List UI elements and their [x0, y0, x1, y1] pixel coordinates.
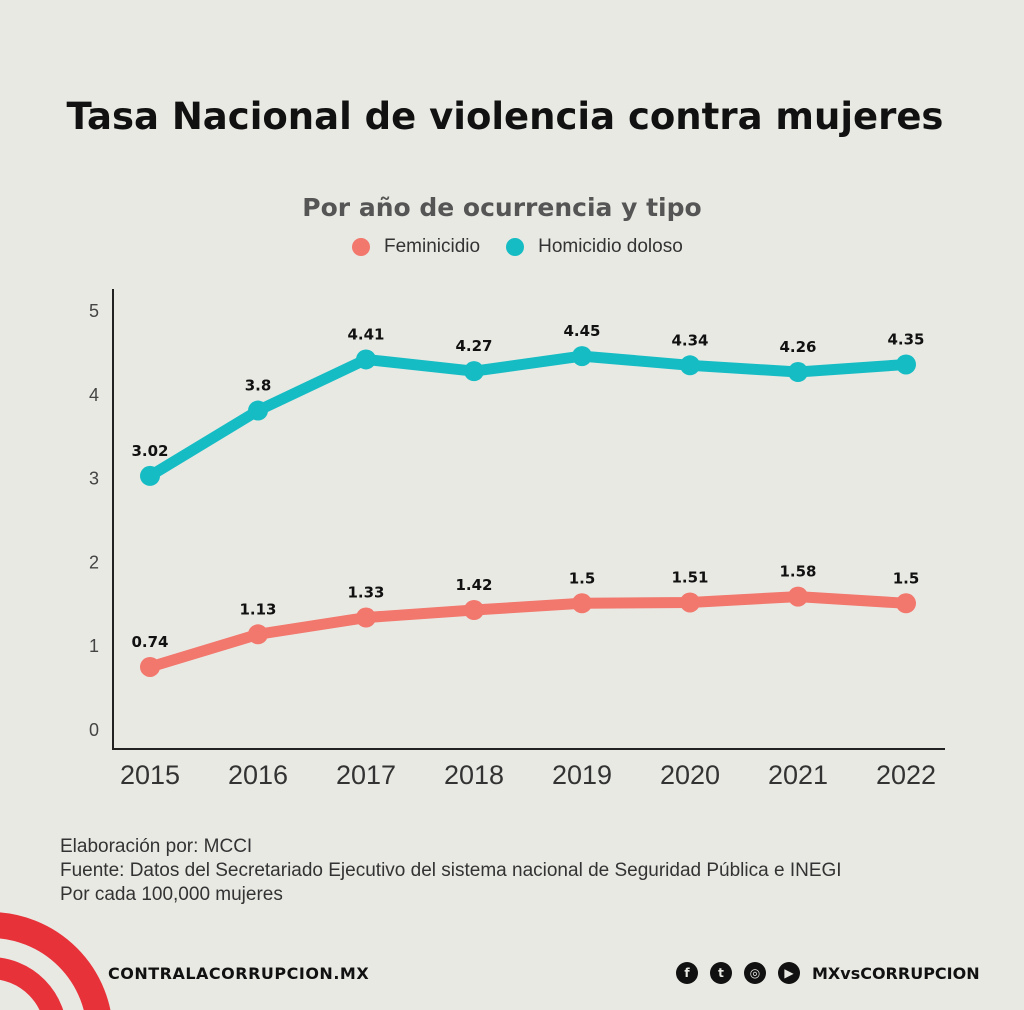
note-author: Elaboración por: MCCI: [60, 836, 253, 857]
y-tick-label: 0: [89, 720, 99, 740]
data-point: [356, 349, 376, 370]
data-label: 1.51: [671, 568, 708, 586]
legend-swatch: [352, 238, 370, 256]
data-label: 1.58: [779, 563, 816, 581]
data-label: 4.45: [563, 322, 600, 340]
x-tick-label: 2015: [120, 760, 180, 790]
data-point: [680, 592, 700, 613]
x-tick-label: 2020: [660, 760, 720, 790]
data-point: [464, 361, 484, 382]
note-source: Fuente: Datos del Secretariado Ejecutivo…: [60, 860, 842, 881]
chart-subtitle: Por año de ocurrencia y tipo: [302, 193, 702, 222]
x-tick-label: 2018: [444, 760, 504, 790]
data-label: 1.5: [569, 569, 596, 587]
data-point: [788, 586, 808, 607]
data-label: 4.27: [455, 337, 492, 355]
data-label: 1.33: [347, 584, 384, 602]
data-point: [896, 354, 916, 375]
data-label: 3.02: [131, 442, 168, 460]
data-label: 1.13: [239, 600, 276, 618]
data-point: [140, 465, 160, 486]
youtube-icon[interactable]: ▶: [778, 962, 800, 984]
x-tick-label: 2016: [228, 760, 288, 790]
data-point: [464, 600, 484, 621]
y-tick-label: 2: [89, 552, 99, 572]
instagram-icon[interactable]: ◎: [744, 962, 766, 984]
y-tick-label: 4: [89, 385, 99, 405]
legend-label: Homicidio doloso: [538, 236, 683, 257]
legend-swatch: [506, 238, 525, 256]
data-label: 3.8: [245, 377, 272, 395]
data-label: 4.41: [347, 325, 384, 343]
site-link[interactable]: CONTRALACORRUPCION.MX: [108, 964, 370, 983]
note-unit: Por cada 100,000 mujeres: [60, 884, 283, 905]
data-label: 4.34: [671, 331, 708, 349]
data-point: [896, 593, 916, 614]
brand-arc-decoration: [0, 957, 64, 1010]
data-point: [572, 346, 592, 367]
data-point: [680, 355, 700, 376]
data-point: [248, 400, 268, 421]
data-point: [788, 362, 808, 383]
legend-item-homicidio: Homicidio doloso: [506, 236, 683, 258]
data-point: [572, 593, 592, 614]
series-line-1: [144, 350, 912, 482]
data-point: [356, 607, 376, 628]
data-label: 4.26: [779, 338, 816, 356]
facebook-icon[interactable]: f: [676, 962, 698, 984]
legend: Feminicidio Homicidio doloso: [352, 236, 683, 258]
notes: Elaboración por: MCCI Fuente: Datos del …: [60, 835, 842, 907]
x-tick-label: 2022: [876, 760, 936, 790]
legend-item-feminicidio: Feminicidio: [352, 236, 480, 258]
data-point: [140, 656, 160, 677]
brand-arc-decoration: [0, 912, 111, 1010]
data-point: [248, 624, 268, 645]
legend-label: Feminicidio: [384, 236, 481, 257]
y-tick-label: 5: [89, 301, 99, 321]
y-tick-label: 3: [89, 469, 99, 489]
chart-title: Tasa Nacional de violencia contra mujere…: [66, 95, 944, 138]
data-label: 1.42: [455, 576, 492, 594]
social-handle[interactable]: MXvsCORRUPCION: [812, 963, 980, 983]
x-tick-label: 2019: [552, 760, 612, 790]
data-label: 0.74: [131, 633, 168, 651]
twitter-icon[interactable]: t: [710, 962, 732, 984]
x-tick-label: 2021: [768, 760, 828, 790]
data-label: 4.35: [887, 330, 924, 348]
social-links: f t ◎ ▶ MXvsCORRUPCION: [676, 962, 980, 984]
x-tick-label: 2017: [336, 760, 396, 790]
y-tick-label: 1: [89, 636, 99, 656]
series-line-0: [144, 591, 912, 673]
data-label: 1.5: [893, 569, 920, 587]
